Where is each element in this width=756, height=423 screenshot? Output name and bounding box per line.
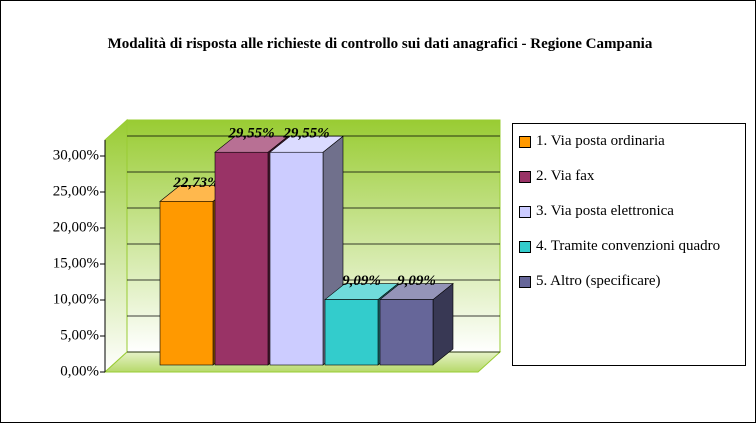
legend-entry: 5. Altro (specificare) [519, 272, 739, 290]
side-wall [104, 118, 128, 374]
legend-entry: 3. Via posta elettronica [519, 202, 739, 220]
y-tick-label: 20,00% [53, 219, 99, 235]
value-label: 29,55% [282, 126, 329, 142]
bar-front [269, 151, 324, 366]
bar-front [214, 151, 269, 366]
legend-swatch [519, 276, 531, 288]
y-tick-label: 30,00% [53, 147, 99, 163]
value-label: 9,09% [397, 273, 436, 289]
chart-title: Modalità di risposta alle richieste di c… [107, 36, 653, 52]
legend-label: 2. Via fax [536, 168, 595, 184]
value-label: 22,73% [172, 175, 219, 191]
legend-label: 3. Via posta elettronica [536, 203, 674, 219]
y-tick-label: 0,00% [60, 363, 99, 379]
legend-swatch [519, 206, 531, 218]
bar [379, 282, 454, 366]
y-tick-label: 25,00% [53, 183, 99, 199]
legend-entry: 1. Via posta ordinaria [519, 132, 739, 150]
y-tick-label: 5,00% [60, 327, 99, 343]
legend-label: 1. Via posta ordinaria [536, 133, 665, 149]
legend-label: 5. Altro (specificare) [536, 273, 661, 289]
legend-entry: 2. Via fax [519, 167, 739, 185]
bar-front [324, 299, 379, 366]
legend-entry: 4. Tramite convenzioni quadro [519, 237, 739, 255]
legend-swatch [519, 136, 531, 148]
value-label: 9,09% [342, 273, 381, 289]
legend: 1. Via posta ordinaria 2. Via fax 3. Via p… [512, 123, 746, 366]
legend-swatch [519, 241, 531, 253]
bar-front [379, 299, 434, 366]
y-tick-label: 15,00% [53, 255, 99, 271]
y-tick-label: 10,00% [53, 291, 99, 307]
legend-label: 4. Tramite convenzioni quadro [536, 238, 721, 254]
value-label: 29,55% [227, 126, 274, 142]
legend-swatch [519, 171, 531, 183]
bar-front [159, 201, 214, 366]
